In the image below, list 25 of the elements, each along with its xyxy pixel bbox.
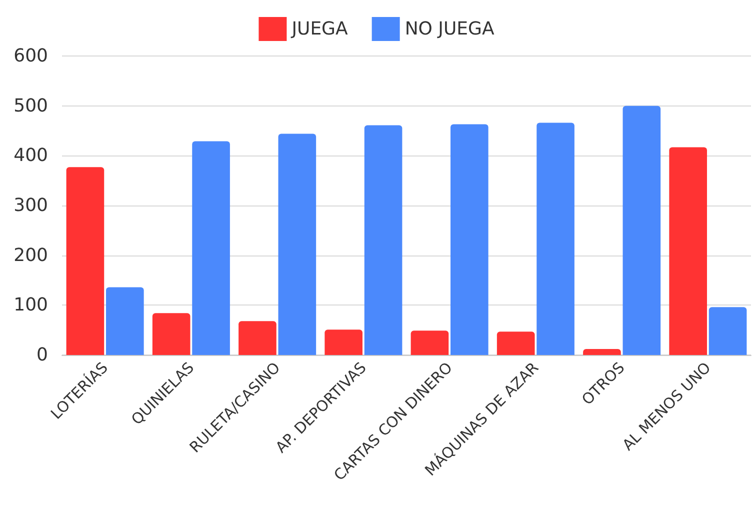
legend-label: NO JUEGA: [404, 18, 495, 40]
bar: [536, 122, 574, 355]
bar: [66, 167, 104, 355]
y-tick-label: 0: [36, 344, 48, 366]
bar: [364, 125, 402, 355]
y-tick-label: 600: [14, 46, 48, 66]
bar: [410, 330, 449, 355]
bar: [708, 307, 747, 355]
bar: [496, 332, 535, 355]
bar: [238, 321, 276, 355]
y-tick-label: 200: [14, 244, 48, 266]
y-tick-label: 100: [14, 294, 48, 316]
bar: [622, 106, 661, 355]
y-tick-label: 400: [14, 145, 48, 166]
bar: [278, 134, 316, 355]
bar: [192, 141, 230, 355]
bar: [669, 147, 707, 355]
legend-label: JUEGA: [290, 18, 349, 40]
bar: [583, 349, 621, 355]
bar: [152, 313, 190, 355]
bar: [324, 330, 362, 355]
y-tick-label: 500: [14, 95, 48, 116]
bar: [106, 287, 144, 355]
bar: [450, 124, 488, 355]
y-tick-label: 300: [14, 195, 48, 216]
